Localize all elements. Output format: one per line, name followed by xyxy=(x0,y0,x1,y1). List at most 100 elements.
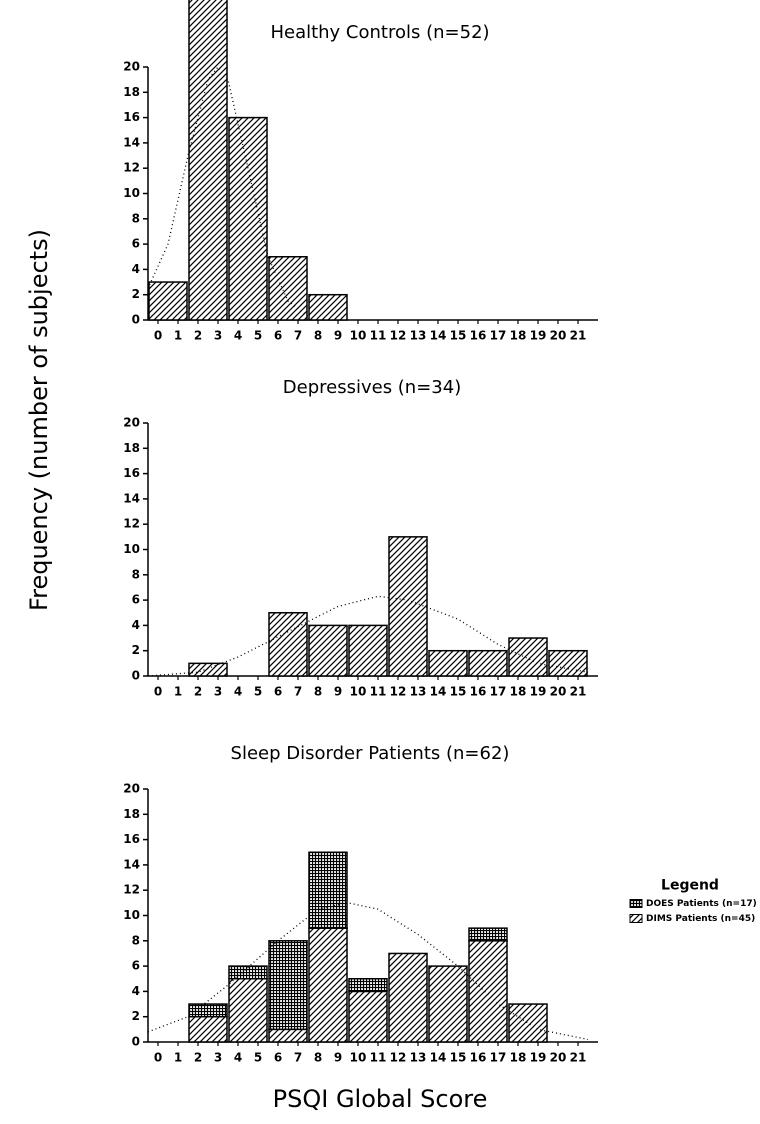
y-tick-label: 6 xyxy=(132,959,140,973)
bar xyxy=(428,649,468,677)
x-tick-label: 18 xyxy=(510,685,527,699)
x-tick-label: 10 xyxy=(350,329,367,343)
x-tick-label: 7 xyxy=(294,1051,302,1065)
y-tick-label: 6 xyxy=(132,593,140,607)
bar xyxy=(508,1003,548,1043)
x-tick-label: 15 xyxy=(450,685,467,699)
y-tick-label: 8 xyxy=(132,211,140,225)
bar xyxy=(308,927,348,1043)
x-tick-label: 20 xyxy=(550,1051,567,1065)
y-tick-label: 10 xyxy=(123,186,140,200)
x-tick-label: 18 xyxy=(510,329,527,343)
x-tick-label: 2 xyxy=(194,685,202,699)
y-tick-label: 18 xyxy=(123,441,140,455)
x-tick-label: 11 xyxy=(370,1051,387,1065)
y-tick-label: 12 xyxy=(123,883,140,897)
bar xyxy=(268,256,308,321)
x-tick-label: 13 xyxy=(410,1051,427,1065)
x-tick-label: 11 xyxy=(370,329,387,343)
x-tick-label: 5 xyxy=(254,1051,262,1065)
y-tick-label: 20 xyxy=(123,782,140,796)
bar xyxy=(188,0,228,321)
x-tick-label: 8 xyxy=(314,1051,322,1065)
x-tick-label: 9 xyxy=(334,329,342,343)
bar xyxy=(428,965,468,1043)
legend-label: DIMS Patients (n=45) xyxy=(646,914,755,924)
x-tick-label: 16 xyxy=(470,685,487,699)
y-tick-label: 4 xyxy=(132,262,140,276)
chart-title: Depressives (n=34) xyxy=(283,377,461,398)
x-tick-label: 17 xyxy=(490,329,507,343)
x-tick-label: 8 xyxy=(314,329,322,343)
x-tick-label: 12 xyxy=(390,329,407,343)
x-tick-label: 7 xyxy=(294,329,302,343)
fit-curve xyxy=(147,595,589,677)
legend-swatch xyxy=(629,914,643,923)
y-tick-label: 18 xyxy=(123,807,140,821)
bar xyxy=(388,952,428,1043)
x-tick-label: 12 xyxy=(390,685,407,699)
x-tick-label: 3 xyxy=(214,685,222,699)
x-tick-label: 20 xyxy=(550,685,567,699)
x-tick-label: 2 xyxy=(194,1051,202,1065)
x-tick-label: 10 xyxy=(350,1051,367,1065)
y-tick-label: 20 xyxy=(123,416,140,430)
bar xyxy=(348,624,388,677)
bar xyxy=(268,612,308,677)
bar xyxy=(308,293,348,321)
bar xyxy=(468,649,508,677)
bar xyxy=(228,965,268,980)
y-tick-label: 20 xyxy=(123,60,140,74)
x-tick-label: 17 xyxy=(490,1051,507,1065)
x-tick-label: 15 xyxy=(450,329,467,343)
x-tick-label: 3 xyxy=(214,329,222,343)
x-tick-label: 4 xyxy=(234,685,242,699)
x-tick-label: 1 xyxy=(174,329,182,343)
y-tick-label: 12 xyxy=(123,517,140,531)
y-tick-label: 14 xyxy=(123,857,140,871)
y-tick-label: 16 xyxy=(123,832,140,846)
x-tick-label: 21 xyxy=(570,329,587,343)
x-tick-label: 19 xyxy=(530,685,547,699)
bar xyxy=(548,649,588,677)
x-tick-label: 17 xyxy=(490,685,507,699)
bar xyxy=(508,637,548,677)
y-tick-label: 0 xyxy=(132,1035,140,1049)
x-tick-label: 14 xyxy=(430,685,447,699)
y-tick-label: 6 xyxy=(132,237,140,251)
y-tick-label: 18 xyxy=(123,85,140,99)
x-tick-label: 6 xyxy=(274,329,282,343)
bar xyxy=(468,940,508,1043)
x-tick-label: 10 xyxy=(350,685,367,699)
y-tick-label: 16 xyxy=(123,466,140,480)
x-tick-label: 11 xyxy=(370,685,387,699)
bar xyxy=(388,536,428,677)
bar xyxy=(268,940,308,1031)
x-tick-label: 14 xyxy=(430,329,447,343)
x-tick-label: 5 xyxy=(254,329,262,343)
x-tick-label: 2 xyxy=(194,329,202,343)
x-tick-label: 20 xyxy=(550,329,567,343)
x-tick-label: 18 xyxy=(510,1051,527,1065)
chart-title: Sleep Disorder Patients (n=62) xyxy=(231,743,510,764)
bar xyxy=(228,116,268,321)
y-tick-label: 2 xyxy=(132,287,140,301)
y-tick-label: 14 xyxy=(123,491,140,505)
y-tick-label: 10 xyxy=(123,542,140,556)
x-tick-label: 6 xyxy=(274,1051,282,1065)
y-tick-label: 14 xyxy=(123,135,140,149)
y-tick-label: 4 xyxy=(132,618,140,632)
x-tick-label: 19 xyxy=(530,329,547,343)
x-tick-label: 15 xyxy=(450,1051,467,1065)
x-tick-label: 12 xyxy=(390,1051,407,1065)
x-tick-label: 19 xyxy=(530,1051,547,1065)
bar xyxy=(308,851,348,929)
x-tick-label: 21 xyxy=(570,1051,587,1065)
y-tick-label: 0 xyxy=(132,669,140,683)
y-tick-label: 0 xyxy=(132,313,140,327)
y-tick-label: 16 xyxy=(123,110,140,124)
x-tick-label: 9 xyxy=(334,1051,342,1065)
x-tick-label: 0 xyxy=(154,1051,162,1065)
legend-label: DOES Patients (n=17) xyxy=(646,899,757,909)
